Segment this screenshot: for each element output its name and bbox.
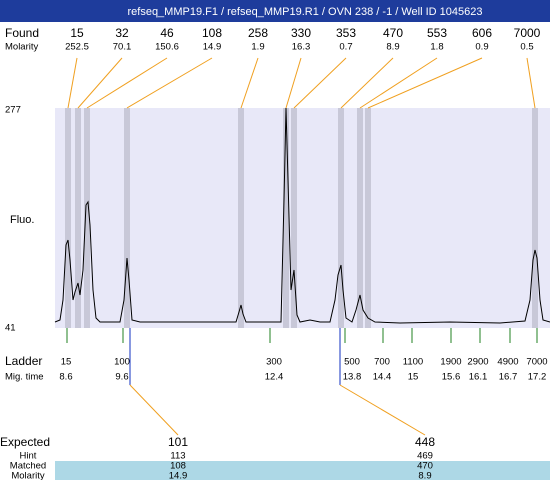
ladder-size: 300 (266, 357, 282, 368)
peak-link (359, 57, 438, 109)
molarity-value: 14.9 (169, 471, 188, 480)
peak-band (365, 108, 371, 328)
matched-band (55, 461, 550, 480)
molarity-value: 8.9 (418, 471, 431, 480)
found-molarity: 14.9 (203, 42, 222, 53)
ladder-time: 9.6 (115, 372, 128, 383)
found-size: 470 (383, 26, 403, 40)
found-molarity: 0.9 (475, 42, 488, 53)
ladder-time: 17.2 (528, 372, 547, 383)
found-molarity: 70.1 (113, 42, 132, 53)
found-molarity: 0.7 (339, 42, 352, 53)
peak-link (86, 57, 168, 109)
peak-band (291, 108, 297, 328)
molarity-row-label: Molarity (11, 471, 45, 480)
expected-value: 448 (415, 435, 435, 449)
plot-area (55, 108, 550, 328)
peak-band (75, 108, 81, 328)
found-label: Found (5, 26, 39, 40)
matched-value: 470 (417, 461, 433, 472)
found-molarity: 0.5 (520, 42, 533, 53)
found-size: 330 (291, 26, 311, 40)
ladder-time: 15 (408, 372, 419, 383)
y-max-label: 277 (5, 105, 21, 116)
matched-value: 108 (170, 461, 186, 472)
hint-value: 469 (417, 451, 433, 462)
ladder-time: 16.7 (499, 372, 518, 383)
ladder-size: 1100 (403, 357, 423, 368)
peak-link (340, 57, 394, 109)
ladder-time: 13.8 (343, 372, 362, 383)
molarity-label: Molarity (5, 42, 39, 53)
found-molarity: 150.6 (155, 42, 179, 53)
found-size: 46 (160, 26, 174, 40)
found-molarity: 1.9 (251, 42, 264, 53)
hint-label: Hint (20, 451, 37, 462)
peak-band (84, 108, 90, 328)
found-size: 7000 (514, 26, 541, 40)
peak-band (238, 108, 244, 328)
ladder-size: 1900 (440, 357, 461, 368)
ladder-size: 500 (344, 357, 360, 368)
peak-link (293, 57, 347, 109)
y-axis-label: Fluo. (10, 214, 34, 226)
found-molarity: 8.9 (386, 42, 399, 53)
peak-link (77, 57, 123, 109)
ladder-time: 15.6 (442, 372, 461, 383)
expected-value: 101 (168, 435, 188, 449)
ladder-time: 16.1 (469, 372, 488, 383)
peak-link (240, 57, 259, 109)
peak-band (124, 108, 130, 328)
ladder-time: 14.4 (373, 372, 392, 383)
found-size: 606 (472, 26, 492, 40)
ladder-size: 7000 (526, 357, 547, 368)
found-molarity: 252.5 (65, 42, 89, 53)
found-molarity: 16.3 (292, 42, 311, 53)
expected-link (339, 384, 426, 436)
peak-band (283, 108, 289, 328)
ladder-size: 100 (114, 357, 130, 368)
found-size: 32 (115, 26, 129, 40)
matched-label: Matched (10, 461, 46, 472)
ladder-size: 15 (61, 357, 72, 368)
ladder-label: Ladder (5, 354, 42, 368)
peak-band (532, 108, 538, 328)
peak-band (357, 108, 363, 328)
ladder-size: 700 (374, 357, 390, 368)
found-size: 258 (248, 26, 268, 40)
peak-band (338, 108, 344, 328)
ladder-time: 8.6 (59, 372, 72, 383)
peak-link (67, 57, 78, 109)
found-molarity: 1.8 (430, 42, 443, 53)
ladder-size: 2900 (467, 357, 488, 368)
peak-band (65, 108, 71, 328)
mig-time-label: Mig. time (5, 372, 44, 383)
peak-link (367, 57, 483, 109)
peak-link (526, 57, 536, 109)
found-size: 108 (202, 26, 222, 40)
found-size: 15 (70, 26, 84, 40)
peak-link (126, 57, 213, 109)
ladder-size: 4900 (497, 357, 518, 368)
peak-link (285, 57, 302, 109)
y-min-label: 41 (5, 323, 16, 334)
expected-label: Expected (0, 435, 50, 449)
expected-link (129, 384, 179, 436)
hint-value: 113 (170, 451, 185, 462)
found-size: 353 (336, 26, 356, 40)
found-size: 553 (427, 26, 447, 40)
title: refseq_MMP19.F1 / refseq_MMP19.R1 / OVN … (127, 6, 482, 18)
title-bar (0, 0, 550, 22)
ladder-time: 12.4 (265, 372, 284, 383)
